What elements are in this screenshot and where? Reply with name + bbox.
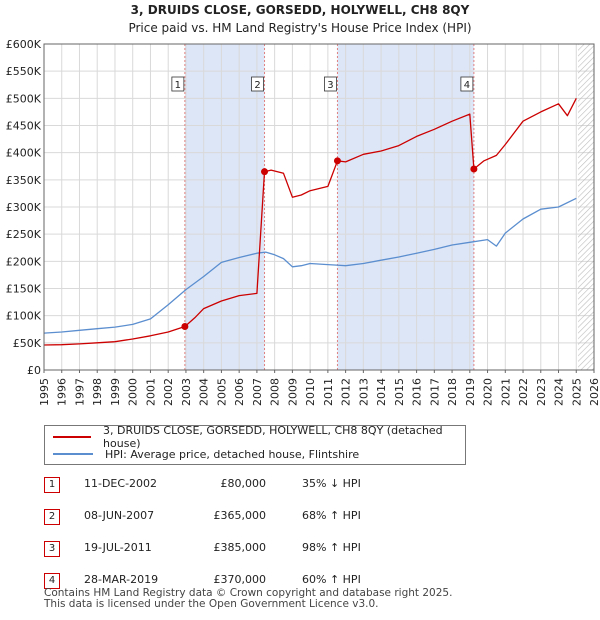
x-tick-label: 2013	[357, 378, 370, 406]
y-tick-label: £300K	[6, 201, 42, 214]
sale-point	[181, 323, 189, 331]
x-tick-label: 2007	[251, 378, 264, 406]
sale-point	[261, 168, 269, 176]
sale-number-badge: 4	[44, 573, 60, 589]
sale-label-number: 1	[175, 80, 181, 91]
legend-swatch-price-paid	[53, 436, 92, 438]
x-tick-label: 1997	[73, 378, 86, 406]
y-tick-label: £50K	[13, 337, 42, 350]
x-tick-label: 2014	[375, 378, 388, 406]
y-tick-label: £550K	[6, 65, 42, 78]
sale-date: 11-DEC-2002	[84, 477, 158, 490]
sale-label-number: 3	[327, 80, 333, 91]
sale-row: 2 08-JUN-2007 £365,000 68% ↑ HPI	[44, 507, 464, 539]
x-tick-label: 2021	[499, 378, 512, 406]
legend-item-price-paid: 3, DRUIDS CLOSE, GORSEDD, HOLYWELL, CH8 …	[53, 424, 465, 450]
x-tick-label: 2026	[588, 378, 600, 406]
x-tick-label: 2008	[269, 378, 282, 406]
sale-number-badge: 3	[44, 541, 60, 557]
sale-hpi-change: 98% ↑ HPI	[302, 541, 361, 554]
sale-label-box	[324, 76, 337, 92]
y-tick-label: £0	[27, 364, 41, 377]
sale-point	[470, 165, 478, 173]
sale-point	[333, 157, 341, 165]
x-tick-label: 2016	[411, 378, 424, 406]
y-tick-label: £250K	[6, 228, 42, 241]
hpi-line	[43, 197, 577, 334]
sales-table: 1 11-DEC-2002 £80,000 35% ↓ HPI 2 08-JUN…	[44, 475, 464, 603]
x-tick-label: 2002	[162, 378, 175, 406]
price-chart: 3, DRUIDS CLOSE, GORSEDD, HOLYWELL, CH8 …	[6, 3, 600, 406]
x-tick-label: 1998	[91, 378, 104, 406]
sale-row: 1 11-DEC-2002 £80,000 35% ↓ HPI	[44, 475, 464, 507]
sale-price: £80,000	[220, 477, 267, 490]
x-tick-label: 2003	[180, 378, 193, 406]
x-tick-label: 2009	[286, 378, 299, 406]
chart-subtitle: Price paid vs. HM Land Registry's House …	[128, 21, 471, 35]
footer: Contains HM Land Registry data © Crown c…	[44, 588, 452, 610]
sale-hpi-change: 60% ↑ HPI	[302, 573, 361, 586]
legend: 3, DRUIDS CLOSE, GORSEDD, HOLYWELL, CH8 …	[44, 424, 466, 465]
x-tick-label: 2020	[482, 378, 495, 406]
x-tick-label: 2018	[446, 378, 459, 406]
sale-hpi-change: 35% ↓ HPI	[302, 477, 361, 490]
legend-item-hpi: HPI: Average price, detached house, Flin…	[53, 446, 359, 462]
x-tick-label: 2025	[570, 378, 583, 406]
x-tick-label: 2017	[428, 378, 441, 406]
plot-frame	[43, 43, 595, 371]
y-tick-label: £350K	[6, 174, 42, 187]
sale-date: 28-MAR-2019	[84, 573, 159, 586]
sale-date: 19-JUL-2011	[84, 541, 152, 554]
price-paid-line	[43, 98, 577, 346]
x-tick-label: 2006	[233, 378, 246, 406]
sale-hpi-change: 68% ↑ HPI	[302, 509, 361, 522]
x-tick-label: 1999	[109, 378, 122, 406]
chart-title: 3, DRUIDS CLOSE, GORSEDD, HOLYWELL, CH8 …	[131, 3, 470, 17]
sale-label-number: 4	[464, 80, 470, 91]
x-tick-label: 2005	[215, 378, 228, 406]
x-tick-label: 2011	[322, 378, 335, 406]
y-tick-label: £400K	[6, 147, 42, 160]
x-tick-label: 1995	[38, 378, 51, 406]
x-tick-label: 2004	[198, 378, 211, 406]
legend-label-price-paid: 3, DRUIDS CLOSE, GORSEDD, HOLYWELL, CH8 …	[103, 424, 443, 450]
sale-row: 3 19-JUL-2011 £385,000 98% ↑ HPI	[44, 539, 464, 571]
x-tick-label: 2012	[340, 378, 353, 406]
y-tick-label: £100K	[6, 310, 42, 323]
legend-swatch-hpi	[53, 453, 93, 455]
y-tick-label: £500K	[6, 92, 42, 105]
sale-date: 08-JUN-2007	[84, 509, 155, 522]
sale-label-number: 2	[254, 80, 260, 91]
x-tick-label: 2019	[464, 378, 477, 406]
y-tick-label: £200K	[6, 255, 42, 268]
x-tick-label: 2024	[553, 378, 566, 406]
sale-number-badge: 1	[44, 477, 60, 493]
sale-row: 4 28-MAR-2019 £370,000 60% ↑ HPI	[44, 571, 464, 603]
y-tick-label: £450K	[6, 120, 42, 133]
x-tick-label: 2010	[304, 378, 317, 406]
footer-copyright: Contains HM Land Registry data © Crown c…	[44, 587, 453, 599]
x-tick-label: 2001	[144, 378, 157, 406]
footer-license: This data is licensed under the Open Gov…	[44, 598, 379, 610]
x-tick-label: 2022	[517, 378, 530, 406]
forecast-region	[578, 44, 594, 370]
sale-price: £385,000	[213, 541, 267, 554]
x-tick-label: 1996	[56, 378, 69, 406]
sale-label-box	[460, 76, 474, 92]
x-tick-label: 2000	[127, 378, 140, 406]
x-tick-label: 2015	[393, 378, 406, 406]
sale-label-box	[171, 76, 185, 92]
sale-price: £365,000	[213, 509, 267, 522]
sale-price: £370,000	[213, 573, 267, 586]
y-tick-label: £600K	[6, 38, 42, 51]
sale-label-box	[251, 76, 264, 92]
y-tick-label: £150K	[6, 283, 42, 296]
x-tick-label: 2023	[535, 378, 548, 406]
sale-number-badge: 2	[44, 509, 60, 525]
legend-label-hpi: HPI: Average price, detached house, Flin…	[105, 447, 360, 461]
